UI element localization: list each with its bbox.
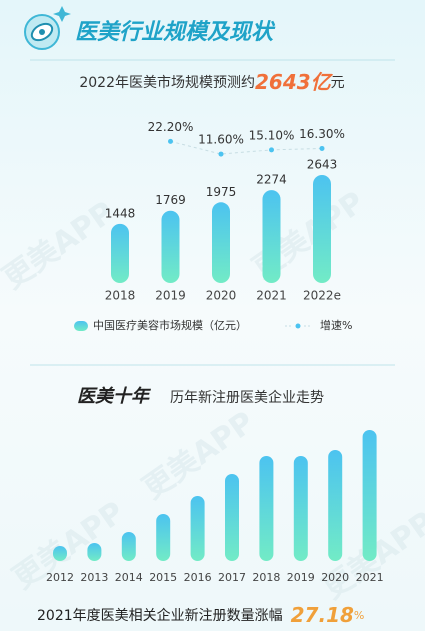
bar bbox=[259, 456, 274, 561]
legend-label: 中国医疗美容市场规模（亿元） bbox=[93, 318, 247, 332]
x-tick-label: 2014 bbox=[115, 571, 143, 584]
x-tick-label: 2016 bbox=[184, 571, 212, 584]
x-tick-label: 2019 bbox=[287, 571, 315, 584]
data-label: 2274 bbox=[256, 173, 287, 187]
bar bbox=[313, 175, 331, 283]
growth-point bbox=[168, 138, 173, 144]
data-label: 1448 bbox=[105, 206, 136, 220]
legend-swatch bbox=[74, 321, 88, 331]
x-tick-label: 2021 bbox=[356, 571, 384, 584]
x-tick-label: 2022e bbox=[303, 289, 341, 303]
header-title: 医美行业规模及现状 bbox=[75, 19, 276, 45]
growth-point bbox=[319, 145, 325, 151]
x-tick-label: 2018 bbox=[105, 289, 136, 303]
x-tick-label: 2015 bbox=[149, 571, 177, 584]
subtitle-highlight: 2643亿 bbox=[255, 70, 334, 94]
growth-line bbox=[170, 140, 323, 155]
chart-subtitle: 历年新注册医美企业走势 bbox=[170, 389, 324, 406]
data-label: 1975 bbox=[206, 185, 237, 199]
bar bbox=[161, 210, 180, 283]
data-label: 2643 bbox=[307, 158, 338, 172]
x-tick-label: 2019 bbox=[155, 289, 186, 303]
bar bbox=[293, 456, 308, 561]
bar bbox=[362, 430, 377, 561]
footer-value: 27.18 bbox=[291, 603, 354, 627]
x-tick-label: 2018 bbox=[252, 571, 280, 584]
bar bbox=[121, 532, 136, 561]
growth-point bbox=[218, 151, 224, 157]
bar bbox=[328, 450, 343, 561]
footer: 2021年度医美相关企业新注册数量涨幅 27.18% bbox=[37, 603, 364, 627]
x-tick-label: 2012 bbox=[46, 571, 74, 584]
subtitle-prefix: 2022年医美市场规模预测约 bbox=[79, 74, 255, 91]
footer-text: 2021年度医美相关企业新注册数量涨幅 bbox=[37, 607, 283, 624]
growth-label: 11.60% bbox=[198, 133, 244, 147]
bar bbox=[212, 202, 230, 283]
bar bbox=[53, 546, 67, 561]
legend-swatch bbox=[295, 323, 301, 329]
bar bbox=[111, 223, 129, 283]
growth-point bbox=[269, 147, 274, 153]
subtitle: 2022年医美市场规模预测约2643亿元 bbox=[79, 70, 344, 94]
x-tick-label: 2021 bbox=[256, 289, 287, 303]
x-tick-label: 2020 bbox=[321, 571, 349, 584]
bar bbox=[225, 474, 239, 561]
x-tick-label: 2020 bbox=[206, 289, 237, 303]
legend-label: 增速% bbox=[320, 318, 352, 332]
chart-title: 医美十年 bbox=[77, 386, 152, 407]
growth-label: 22.20% bbox=[148, 120, 194, 134]
data-label: 1769 bbox=[155, 193, 186, 207]
x-tick-label: 2017 bbox=[218, 571, 246, 584]
header-icon bbox=[24, 6, 71, 50]
bar bbox=[87, 543, 102, 561]
growth-label: 16.30% bbox=[299, 127, 345, 141]
bar bbox=[190, 496, 205, 561]
footer-unit: % bbox=[354, 609, 364, 622]
subtitle-suffix: 元 bbox=[331, 75, 345, 91]
bar bbox=[262, 190, 281, 283]
x-tick-label: 2013 bbox=[80, 571, 108, 584]
bar bbox=[156, 514, 171, 561]
growth-label: 15.10% bbox=[249, 128, 295, 142]
